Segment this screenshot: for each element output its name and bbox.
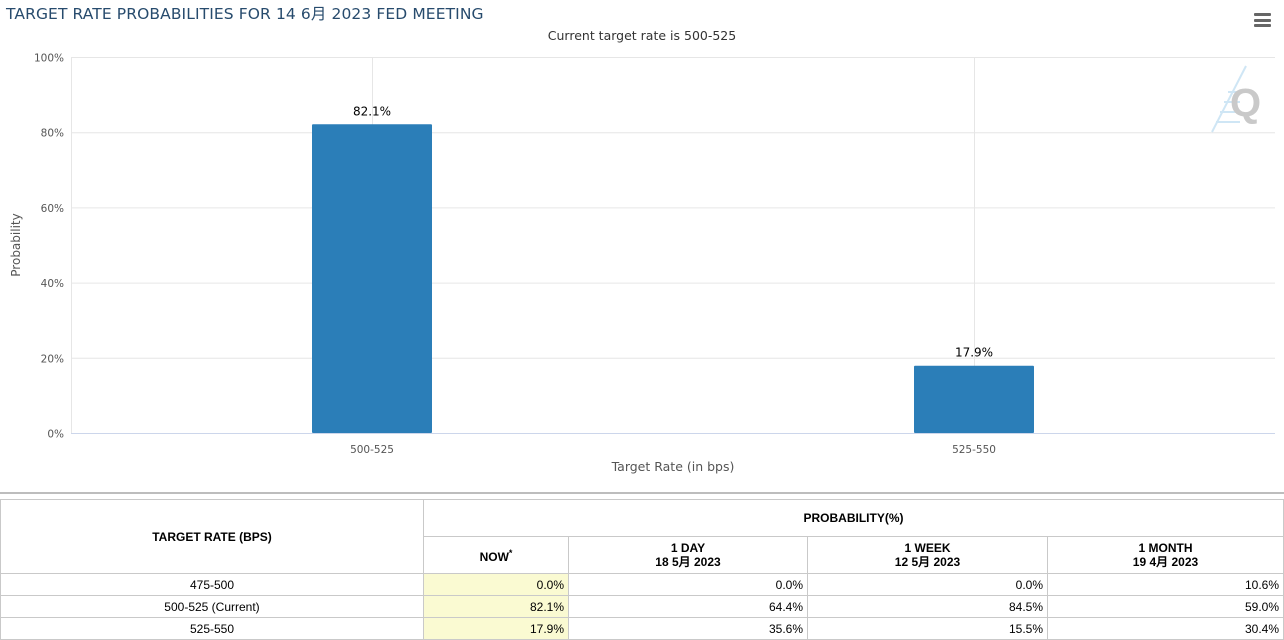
bar [312, 124, 432, 433]
now-cell: 82.1% [423, 595, 569, 618]
y-tick-label: 100% [34, 53, 64, 65]
header-now: NOW* [423, 536, 569, 574]
month-cell: 59.0% [1047, 595, 1284, 618]
section-divider [0, 492, 1284, 494]
rate-cell: 475-500 [0, 573, 424, 596]
header-1-week: 1 WEEK 12 5月 2023 [807, 536, 1048, 574]
table-row: 475-500 0.0% 0.0% 0.0% 10.6% [0, 573, 1284, 596]
y-tick-label: 80% [41, 128, 64, 140]
chart-subtitle: Current target rate is 500-525 [547, 28, 737, 43]
x-tick-label: 525-550 [952, 444, 996, 456]
rate-cell: 525-550 [0, 617, 424, 640]
month-cell: 30.4% [1047, 617, 1284, 640]
data-label: 82.1% [353, 104, 391, 118]
chart-title: TARGET RATE PROBABILITIES FOR 14 6月 2023… [6, 5, 484, 23]
y-tick-label: 0% [47, 429, 64, 441]
now-cell: 17.9% [423, 617, 569, 640]
table-row: 525-550 17.9% 35.6% 15.5% 30.4% [0, 617, 1284, 640]
rate-cell: 500-525 (Current) [0, 595, 424, 618]
y-tick-label: 20% [41, 353, 64, 365]
header-target-rate: TARGET RATE (BPS) [0, 499, 424, 574]
day-cell: 35.6% [568, 617, 808, 640]
x-tick-label: 500-525 [350, 444, 394, 456]
bar-chart: 0% 20% 40% 60% 80% 100% 82.1% 500-525 17.9% 525-5… [9, 53, 1275, 474]
bar [914, 365, 1034, 433]
day-cell: 64.4% [568, 595, 808, 618]
month-cell: 10.6% [1047, 573, 1284, 596]
y-tick-label: 60% [41, 203, 64, 215]
quikstrike-logo-icon: Q [1211, 65, 1261, 133]
x-axis-title: Target Rate (in bps) [611, 459, 735, 474]
data-label: 17.9% [955, 346, 993, 360]
hamburger-menu-icon[interactable] [1254, 13, 1271, 27]
header-1-month: 1 MONTH 19 4月 2023 [1047, 536, 1284, 574]
now-cell: 0.0% [423, 573, 569, 596]
week-cell: 84.5% [807, 595, 1048, 618]
header-probability: PROBABILITY(%) [423, 499, 1284, 537]
week-cell: 0.0% [807, 573, 1048, 596]
y-axis-title: Probability [9, 213, 23, 276]
header-1-day: 1 DAY 18 5月 2023 [568, 536, 808, 574]
svg-text:Q: Q [1230, 81, 1261, 125]
week-cell: 15.5% [807, 617, 1048, 640]
probability-table: TARGET RATE (BPS) PROBABILITY(%) NOW* 1 … [0, 499, 1284, 640]
day-cell: 0.0% [568, 573, 808, 596]
table-row: 500-525 (Current) 82.1% 64.4% 84.5% 59.0… [0, 595, 1284, 618]
y-tick-label: 40% [41, 278, 64, 290]
